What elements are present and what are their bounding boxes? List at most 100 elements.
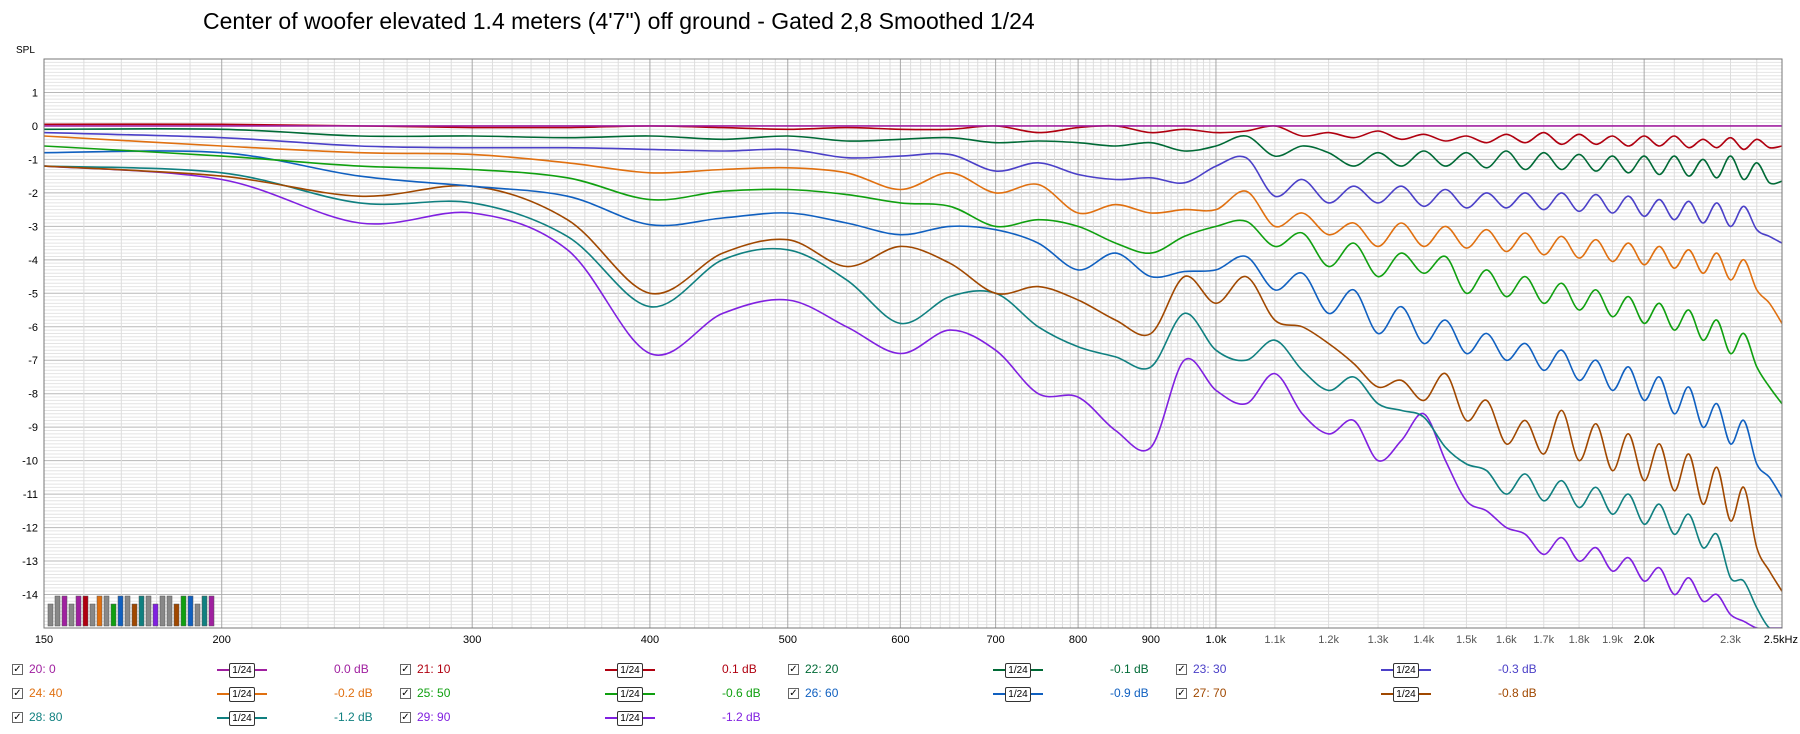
legend-series-name: 27: 70 — [1193, 686, 1227, 700]
y-tick-label: -9 — [28, 422, 38, 434]
legend-smoothing-label: 1/24 — [229, 711, 255, 726]
legend-checkbox[interactable]: ✓ — [788, 664, 799, 675]
meter-bar — [110, 603, 117, 627]
legend-checkbox[interactable]: ✓ — [400, 664, 411, 675]
y-tick-label: -10 — [22, 456, 38, 468]
legend-offset-db: -0.1 dB — [1110, 662, 1149, 676]
meter-bar — [75, 595, 82, 627]
legend-checkbox[interactable]: ✓ — [12, 688, 23, 699]
x-tick-label: 500 — [779, 634, 797, 646]
meter-bar — [103, 595, 110, 627]
legend-checkbox[interactable]: ✓ — [1176, 664, 1187, 675]
legend-smoothing-label: 1/24 — [1393, 663, 1419, 678]
meter-bar — [152, 603, 159, 627]
legend-series-name: 25: 50 — [417, 686, 451, 700]
x-tick-label: 1.4k — [1413, 634, 1434, 646]
legend-offset-db: 0.1 dB — [722, 662, 757, 676]
legend-checkbox[interactable]: ✓ — [1176, 688, 1187, 699]
legend-smoothing-label: 1/24 — [617, 687, 643, 702]
x-tick-label: 300 — [463, 634, 481, 646]
legend-checkbox[interactable]: ✓ — [400, 712, 411, 723]
legend-smoothing-button[interactable]: 1/24 — [217, 687, 267, 702]
legend-smoothing-button[interactable]: 1/24 — [1381, 663, 1431, 678]
x-tick-label: 1.2k — [1318, 634, 1339, 646]
legend-checkbox[interactable]: ✓ — [12, 712, 23, 723]
x-tick-label: 600 — [891, 634, 909, 646]
legend-offset-db: -0.8 dB — [1498, 686, 1537, 700]
level-meter — [47, 595, 215, 627]
legend-series-name: 21: 10 — [417, 662, 451, 676]
legend-offset-db: -0.9 dB — [1110, 686, 1149, 700]
y-tick-label: -5 — [28, 288, 38, 300]
x-tick-label: 1.0k — [1206, 634, 1227, 646]
legend-smoothing-button[interactable]: 1/24 — [993, 687, 1043, 702]
y-tick-label: -13 — [22, 556, 38, 568]
legend-smoothing-button[interactable]: 1/24 — [605, 711, 655, 726]
x-tick-label: 1.9k — [1602, 634, 1623, 646]
y-tick-label: 0 — [32, 121, 38, 133]
legend-series-name: 24: 40 — [29, 686, 63, 700]
y-axis-label: SPL — [16, 45, 35, 56]
meter-bar — [117, 595, 124, 627]
meter-bar — [131, 603, 138, 627]
legend-offset-db: 0.0 dB — [334, 662, 369, 676]
legend-checkbox[interactable]: ✓ — [12, 664, 23, 675]
x-tick-label: 1.7k — [1533, 634, 1554, 646]
legend-smoothing-button[interactable]: 1/24 — [605, 687, 655, 702]
series-line — [44, 131, 1782, 244]
series-line — [44, 128, 1782, 185]
legend-smoothing-button[interactable]: 1/24 — [217, 663, 267, 678]
legend-smoothing-button[interactable]: 1/24 — [1381, 687, 1431, 702]
legend-smoothing-label: 1/24 — [1393, 687, 1419, 702]
x-tick-label: 1.3k — [1368, 634, 1389, 646]
meter-bar — [68, 603, 75, 627]
series-line — [44, 135, 1782, 324]
grid-layer — [43, 58, 1783, 629]
y-tick-label: -11 — [23, 489, 38, 501]
legend-series-name: 28: 80 — [29, 710, 63, 724]
meter-bar — [201, 595, 208, 627]
meter-bar — [89, 603, 96, 627]
meter-bar — [194, 603, 201, 627]
y-tick-label: 1 — [32, 87, 38, 99]
y-tick-label: -3 — [28, 221, 38, 233]
y-tick-label: -14 — [22, 590, 38, 602]
x-tick-label: 2.0k — [1634, 634, 1655, 646]
legend-smoothing-label: 1/24 — [617, 663, 643, 678]
x-tick-label: 2.3k — [1720, 634, 1741, 646]
meter-bar — [180, 595, 187, 627]
series-line — [44, 150, 1782, 498]
meter-bar — [61, 595, 68, 627]
series-line — [44, 123, 1782, 151]
x-tick-label: 400 — [641, 634, 659, 646]
legend-offset-db: -0.6 dB — [722, 686, 761, 700]
meter-bar — [208, 595, 215, 627]
meter-bar — [187, 595, 194, 627]
meter-bar — [96, 595, 103, 627]
x-tick-labels: 150 200 300 400 500 600 700 800 900 1.0k 1.1k 1.2k 1… — [35, 634, 1798, 646]
x-tick-label: 1.5k — [1456, 634, 1477, 646]
y-tick-label: -1 — [28, 154, 38, 166]
y-tick-label: -8 — [28, 389, 38, 401]
legend-checkbox[interactable]: ✓ — [788, 688, 799, 699]
legend-offset-db: -0.3 dB — [1498, 662, 1537, 676]
x-tick-label: 2.5kHz — [1764, 634, 1798, 646]
legend-smoothing-label: 1/24 — [1005, 663, 1031, 678]
meter-bar — [54, 595, 61, 627]
legend-smoothing-button[interactable]: 1/24 — [217, 711, 267, 726]
meter-bar — [145, 595, 152, 627]
legend-smoothing-button[interactable]: 1/24 — [993, 663, 1043, 678]
series-line — [44, 165, 1782, 628]
meter-bar — [159, 595, 166, 627]
legend-checkbox[interactable]: ✓ — [400, 688, 411, 699]
legend-series-name: 22: 20 — [805, 662, 839, 676]
legend: ✓ 20: 0 1/24 0.0 dB ✓ 21: 10 1/24 0.1 dB ✓ 22: 20… — [0, 656, 1800, 734]
chart-plot: SPL 10-1-2-3-4-5-6-7-8-9-10-11-12-13-14 … — [16, 45, 1798, 646]
legend-offset-db: -1.2 dB — [334, 710, 373, 724]
meter-bar — [124, 595, 131, 627]
plot-border — [43, 58, 1783, 629]
series-line — [44, 165, 1782, 592]
series-line — [44, 145, 1782, 405]
y-tick-label: -2 — [28, 188, 38, 200]
legend-smoothing-button[interactable]: 1/24 — [605, 663, 655, 678]
